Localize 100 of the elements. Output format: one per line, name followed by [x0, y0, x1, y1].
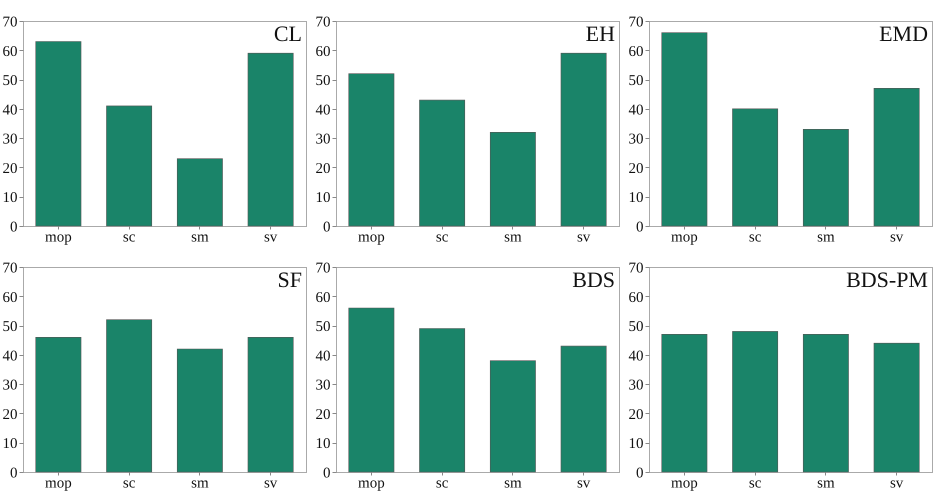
y-tick-label: 50: [2, 319, 18, 336]
y-tick-label: 60: [2, 290, 18, 306]
bar: [106, 319, 152, 472]
y-tick-label: 40: [628, 102, 644, 118]
bar: [732, 331, 778, 472]
bar: [248, 336, 294, 472]
y-tick-label: 50: [628, 73, 644, 90]
x-tick-label: sm: [191, 230, 209, 246]
y-tick-label: 0: [323, 466, 330, 482]
chart-title: EH: [586, 21, 616, 46]
x-tick-label: sm: [504, 230, 522, 246]
y-tick-label: 0: [636, 220, 644, 236]
y-tick-label: 50: [628, 319, 644, 336]
x-tick-label: sm: [504, 476, 522, 492]
chart-title: EMD: [879, 21, 928, 46]
x-tick-label: mop: [45, 476, 72, 492]
bar: [560, 52, 607, 226]
y-tick-label: 70: [2, 14, 18, 30]
bar: [560, 346, 607, 472]
bar: [419, 100, 466, 226]
chart-title: SF: [278, 267, 302, 292]
y-tick-label: 30: [628, 132, 644, 148]
y-tick-label: 60: [2, 44, 18, 60]
bar: [176, 158, 223, 226]
y-tick-label: 50: [316, 73, 330, 90]
y-tick-label: 30: [628, 378, 644, 394]
bar: [35, 41, 82, 226]
x-tick-label: sv: [264, 476, 278, 492]
y-tick-label: 0: [323, 220, 330, 236]
x-tick-label: mop: [671, 476, 698, 492]
y-tick-label: 50: [316, 319, 330, 336]
y-tick-label: 10: [2, 436, 18, 452]
x-tick-label: sc: [436, 230, 449, 246]
y-tick-label: 60: [316, 290, 330, 306]
y-tick-label: 10: [316, 436, 330, 452]
y-tick-label: 0: [636, 466, 644, 482]
x-tick-label: sv: [890, 230, 904, 246]
bar: [106, 106, 152, 226]
y-tick-label: 70: [316, 260, 330, 276]
y-tick-label: 20: [628, 406, 644, 423]
x-tick-label: sv: [576, 476, 591, 492]
y-tick-label: 70: [316, 14, 330, 30]
bar: [248, 52, 294, 226]
x-tick-label: sc: [748, 476, 762, 492]
x-tick-label: sc: [122, 230, 136, 246]
x-tick-label: mop: [358, 230, 385, 246]
y-tick-label: 30: [2, 132, 18, 148]
y-tick-label: 50: [2, 73, 18, 90]
x-tick-label: sc: [748, 230, 762, 246]
bar: [490, 360, 536, 472]
y-tick-label: 10: [2, 190, 18, 206]
y-tick-label: 20: [2, 160, 18, 177]
x-tick-label: sv: [890, 476, 904, 492]
x-tick-label: sm: [191, 476, 209, 492]
y-tick-label: 70: [2, 260, 18, 276]
bar: [732, 108, 778, 226]
y-tick-label: 60: [316, 44, 330, 60]
y-tick-label: 30: [316, 132, 330, 148]
y-tick-label: 20: [316, 406, 330, 423]
y-tick-label: 10: [628, 190, 644, 206]
bar: [874, 342, 920, 472]
x-tick-label: sm: [817, 476, 835, 492]
bar: [348, 308, 394, 472]
x-tick-label: sm: [817, 230, 835, 246]
y-tick-label: 40: [2, 348, 18, 364]
bar: [35, 336, 82, 472]
y-tick-label: 10: [628, 436, 644, 452]
y-tick-label: 30: [316, 378, 330, 394]
bar: [490, 132, 536, 226]
y-tick-label: 60: [628, 290, 644, 306]
y-tick-label: 40: [2, 102, 18, 118]
y-tick-label: 20: [628, 160, 644, 177]
y-tick-label: 30: [2, 378, 18, 394]
y-tick-label: 0: [10, 220, 18, 236]
bar: [419, 328, 466, 472]
x-tick-label: mop: [671, 230, 698, 246]
y-tick-label: 0: [10, 466, 18, 482]
x-tick-label: sv: [264, 230, 278, 246]
x-tick-label: sc: [436, 476, 449, 492]
bar: [661, 32, 708, 226]
chart-title: BDS: [572, 267, 615, 292]
bar: [176, 348, 223, 472]
bar: [802, 129, 849, 226]
chart-title: CL: [274, 21, 302, 46]
y-tick-label: 70: [628, 260, 644, 276]
bar: [874, 88, 920, 226]
x-tick-label: mop: [45, 230, 72, 246]
x-tick-label: mop: [358, 476, 385, 492]
y-tick-label: 10: [316, 190, 330, 206]
y-tick-label: 40: [316, 348, 330, 364]
chart-title: BDS-PM: [846, 267, 928, 292]
y-tick-label: 20: [2, 406, 18, 423]
y-tick-label: 70: [628, 14, 644, 30]
bar: [661, 334, 708, 472]
x-tick-label: sc: [122, 476, 136, 492]
y-tick-label: 60: [628, 44, 644, 60]
y-tick-label: 20: [316, 160, 330, 177]
bar: [802, 334, 849, 472]
x-tick-label: sv: [576, 230, 591, 246]
bar: [348, 73, 394, 226]
